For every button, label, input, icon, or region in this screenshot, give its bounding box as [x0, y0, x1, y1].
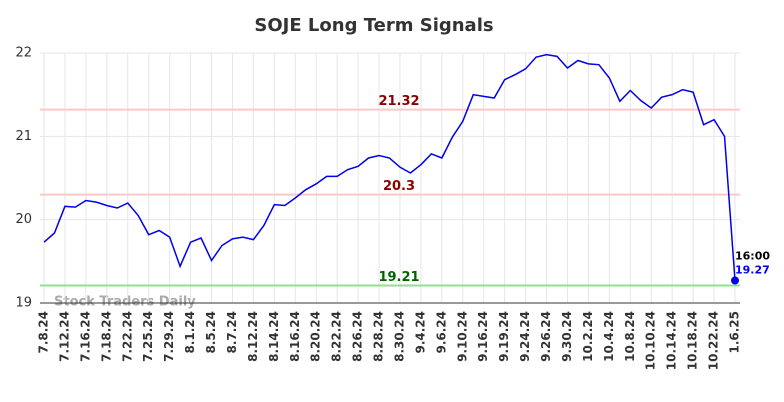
- x-tick-label: 1.6.25: [728, 311, 742, 354]
- last-value: 19.27: [735, 264, 770, 277]
- x-tick-label: 10.14.24: [665, 311, 679, 370]
- price-line: [43, 53, 736, 281]
- x-tick-label: 10.2.24: [581, 311, 595, 362]
- x-tick-label: 8.22.24: [330, 311, 344, 362]
- x-tick-label: 9.19.24: [497, 311, 511, 362]
- x-tick-label: 8.1.24: [183, 311, 197, 354]
- signal-label: 20.3: [383, 179, 415, 194]
- x-tick-label: 9.24.24: [518, 311, 532, 362]
- x-tick-label: 10.18.24: [686, 311, 700, 370]
- last-point: [731, 276, 739, 285]
- x-tick-label: 9.6.24: [434, 311, 448, 354]
- x-tick-label: 7.25.24: [141, 311, 155, 362]
- watermark: Stock Traders Daily: [54, 295, 196, 310]
- x-tick-label: 10.22.24: [707, 311, 721, 370]
- x-tick-label: 8.20.24: [309, 311, 323, 362]
- x-tick-label: 8.14.24: [267, 311, 281, 362]
- x-tick-label: 8.7.24: [225, 311, 239, 354]
- x-tick-label: 9.26.24: [539, 311, 553, 362]
- signal-label: 19.21: [378, 270, 419, 285]
- x-tick-label: 10.8.24: [623, 311, 637, 362]
- x-tick-label: 9.4.24: [413, 311, 427, 354]
- x-tick-label: 8.16.24: [288, 311, 302, 362]
- x-tick-label: 10.4.24: [602, 311, 616, 362]
- x-tick-label: 7.16.24: [78, 311, 92, 362]
- chart-title: SOJE Long Term Signals: [254, 15, 493, 36]
- x-tick-label: 8.5.24: [204, 311, 218, 354]
- x-tick-label: 7.22.24: [120, 311, 134, 362]
- x-tick-label: 7.12.24: [57, 311, 71, 362]
- x-tick-label: 8.26.24: [351, 311, 365, 362]
- x-tick-label: 8.28.24: [372, 311, 386, 362]
- x-tick-label: 9.10.24: [455, 311, 469, 362]
- x-tick-label: 10.10.24: [644, 311, 658, 370]
- x-tick-label: 8.30.24: [392, 311, 406, 362]
- x-tick-label: 9.16.24: [476, 311, 490, 362]
- y-tick-label: 22: [15, 46, 32, 61]
- x-tick-label: 7.18.24: [99, 311, 113, 362]
- y-tick-label: 20: [15, 212, 32, 227]
- x-tick-label: 7.29.24: [162, 311, 176, 362]
- signal-label: 21.32: [378, 94, 419, 109]
- x-tick-label: 7.8.24: [37, 311, 51, 354]
- x-tick-label: 8.12.24: [246, 311, 260, 362]
- last-time: 16:00: [735, 250, 770, 263]
- y-tick-label: 21: [15, 129, 32, 144]
- x-tick-label: 9.30.24: [560, 311, 574, 362]
- y-tick-label: 19: [15, 296, 32, 311]
